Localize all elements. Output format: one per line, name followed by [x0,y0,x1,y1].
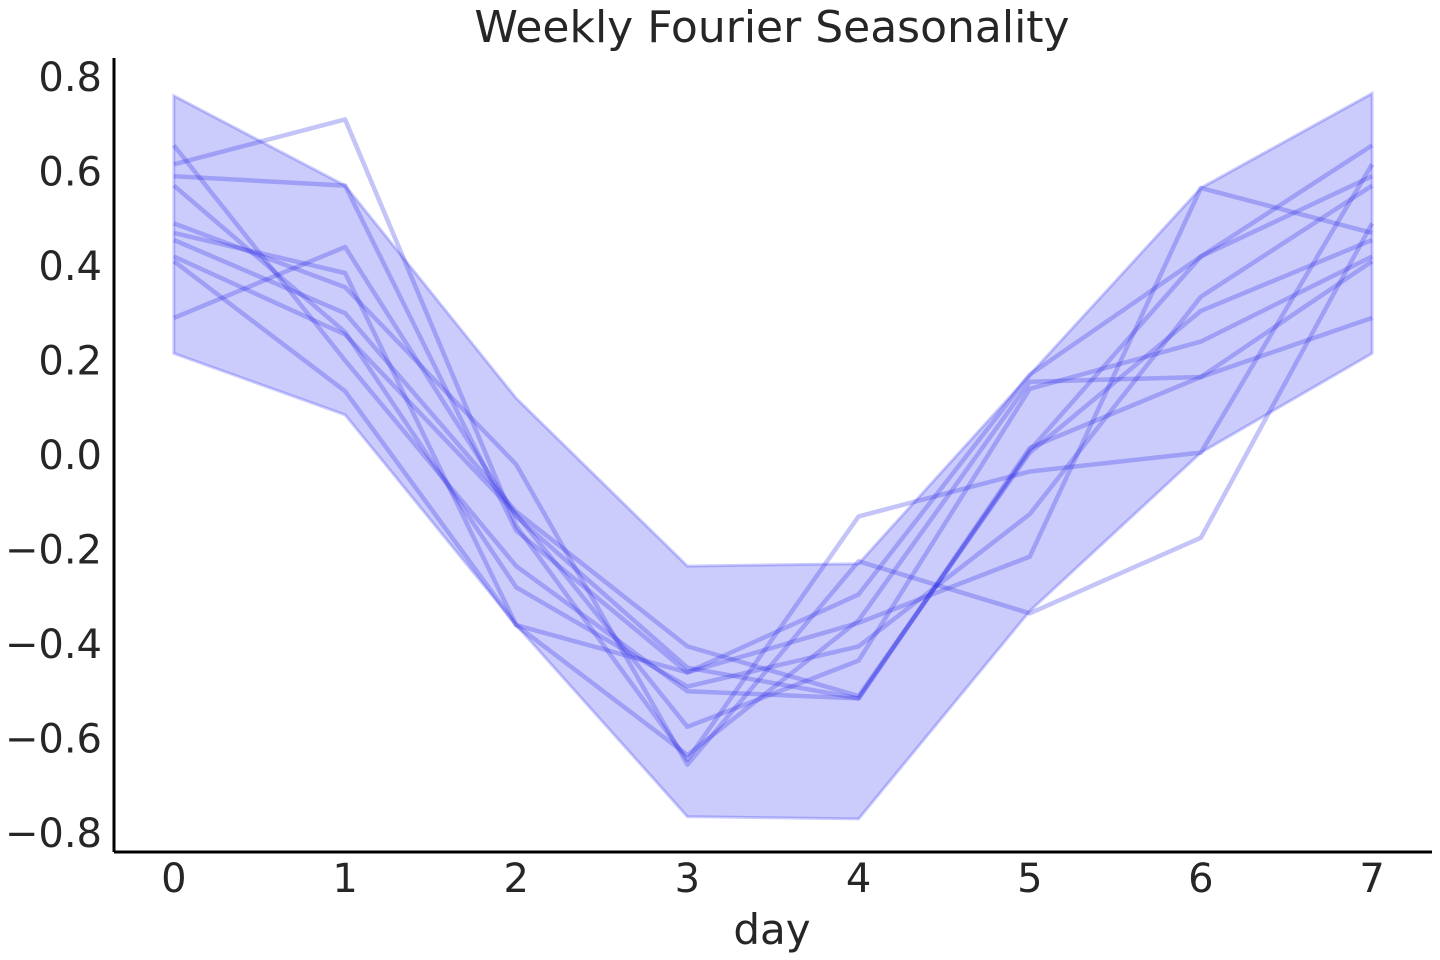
series-line-3 [172,183,1374,689]
y-tick-label: 0.0 [38,433,102,479]
x-tick-label: 0 [161,856,186,902]
y-tick-label: −0.8 [5,811,102,857]
series-line-1 [173,117,1375,763]
x-axis-label: day [733,905,810,954]
y-tick-label: 0.6 [38,149,102,195]
x-tick-label: 5 [1017,856,1042,902]
y-tick-label: 0.8 [38,55,102,101]
y-tick-label: 0.2 [38,339,102,385]
series-lines [172,117,1375,767]
x-tick-label: 2 [503,856,528,902]
y-tick-labels: 0.8 0.6 0.4 0.2 0.0 −0.2 −0.4 −0.6 −0.8 [5,55,102,857]
credible-band [172,90,1374,821]
x-tick-labels: 0 1 2 3 4 5 6 7 [161,856,1385,902]
x-tick-label: 4 [846,856,871,902]
series-line-9 [172,259,1374,758]
series-line-8 [172,254,1374,730]
credible-band-area [172,90,1374,821]
chart-title: Weekly Fourier Seasonality [474,2,1069,53]
series-line-5 [173,221,1375,767]
y-tick-label: −0.6 [5,717,102,763]
series-line-6 [173,185,1373,675]
y-tick-label: −0.4 [5,622,102,668]
y-tick-label: 0.4 [38,244,102,290]
x-tick-label: 6 [1188,856,1213,902]
series-line-10 [173,244,1373,701]
series-line-2 [173,173,1374,675]
series-line-7 [173,237,1373,699]
y-tick-label: −0.2 [5,528,102,574]
series-line-4 [172,143,1374,701]
x-tick-label: 3 [675,856,700,902]
x-tick-label: 1 [332,856,357,902]
x-tick-label: 7 [1359,856,1384,902]
